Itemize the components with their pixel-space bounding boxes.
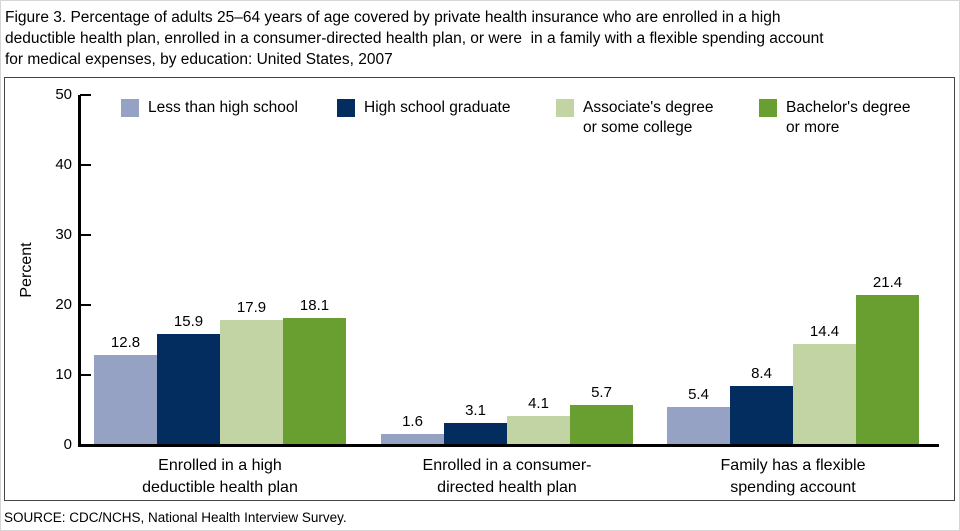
x-axis-line xyxy=(78,443,939,447)
y-axis-tick-label: 20 xyxy=(55,296,72,313)
legend-item-label: Less than high school xyxy=(148,99,298,116)
legend-swatch xyxy=(121,99,139,117)
figure-title: Figure 3. Percentage of adults 25–64 yea… xyxy=(5,7,824,70)
bar-value-label: 17.9 xyxy=(236,299,267,316)
legend-item-label: High school graduate xyxy=(364,99,511,116)
bar-2-cat-2 xyxy=(444,423,507,445)
bar-value-label: 21.4 xyxy=(872,274,903,291)
bar-3-cat-1 xyxy=(220,320,283,445)
legend-item: High school graduate xyxy=(337,99,511,118)
y-axis-tick xyxy=(80,164,91,166)
source-note: SOURCE: CDC/NCHS, National Health Interv… xyxy=(4,510,347,525)
y-axis-tick-label: 0 xyxy=(63,436,72,453)
bar-2-cat-1 xyxy=(157,334,220,445)
legend-item: Associate's degree or some college xyxy=(556,99,713,138)
bar-value-label: 5.7 xyxy=(591,384,612,401)
y-axis-line xyxy=(78,95,81,446)
bar-4-cat-1 xyxy=(283,318,346,445)
bar-1-cat-2 xyxy=(381,434,444,445)
bar-3-cat-2 xyxy=(507,416,570,445)
x-axis-category-label: Enrolled in a consumer- directed health … xyxy=(422,457,592,496)
bar-4-cat-3 xyxy=(856,295,919,445)
y-axis-tick-label: 10 xyxy=(55,366,72,383)
bar-value-label: 18.1 xyxy=(299,297,330,314)
bar-value-label: 5.4 xyxy=(688,386,709,403)
y-axis-tick-label: 50 xyxy=(55,86,72,103)
legend-swatch xyxy=(556,99,574,117)
y-axis-tick xyxy=(80,94,91,96)
bar-value-label: 1.6 xyxy=(402,413,423,430)
legend-item: Bachelor's degree or more xyxy=(759,99,910,138)
bar-2-cat-3 xyxy=(730,386,793,445)
bar-value-label: 8.4 xyxy=(751,365,772,382)
y-axis-tick-label: 40 xyxy=(55,156,72,173)
y-axis-tick xyxy=(80,304,91,306)
y-axis-tick xyxy=(80,234,91,236)
bar-value-label: 3.1 xyxy=(465,402,486,419)
figure-title-line-1: Figure 3. Percentage of adults 25–64 yea… xyxy=(5,9,781,26)
bar-value-label: 12.8 xyxy=(110,334,141,351)
bar-1-cat-3 xyxy=(667,407,730,445)
bar-value-label: 15.9 xyxy=(173,313,204,330)
x-axis-category-label: Family has a flexible spending account xyxy=(720,457,866,496)
bar-3-cat-3 xyxy=(793,344,856,445)
figure-title-line-3: for medical expenses, by education: Unit… xyxy=(5,51,393,68)
bar-value-label: 4.1 xyxy=(528,395,549,412)
y-axis-title: Percent xyxy=(18,242,35,298)
bar-value-label: 14.4 xyxy=(809,323,840,340)
x-axis-category-label: Enrolled in a high deductible health pla… xyxy=(142,457,298,496)
legend-item: Less than high school xyxy=(121,99,298,118)
y-axis-tick xyxy=(80,374,91,376)
legend-item-label: Bachelor's degree or more xyxy=(786,99,911,136)
legend-item-label: Associate's degree or some college xyxy=(583,99,714,136)
chart-box: Percent 0 10 20 30 40 50 12.8 1.6 5.4 15.9 3.1 8.4 1… xyxy=(4,77,955,501)
y-axis-tick-label: 30 xyxy=(55,226,72,243)
legend-swatch xyxy=(337,99,355,117)
legend-swatch xyxy=(759,99,777,117)
figure-title-line-2: deductible health plan, enrolled in a co… xyxy=(5,30,824,47)
bar-1-cat-1 xyxy=(94,355,157,445)
bar-4-cat-2 xyxy=(570,405,633,445)
